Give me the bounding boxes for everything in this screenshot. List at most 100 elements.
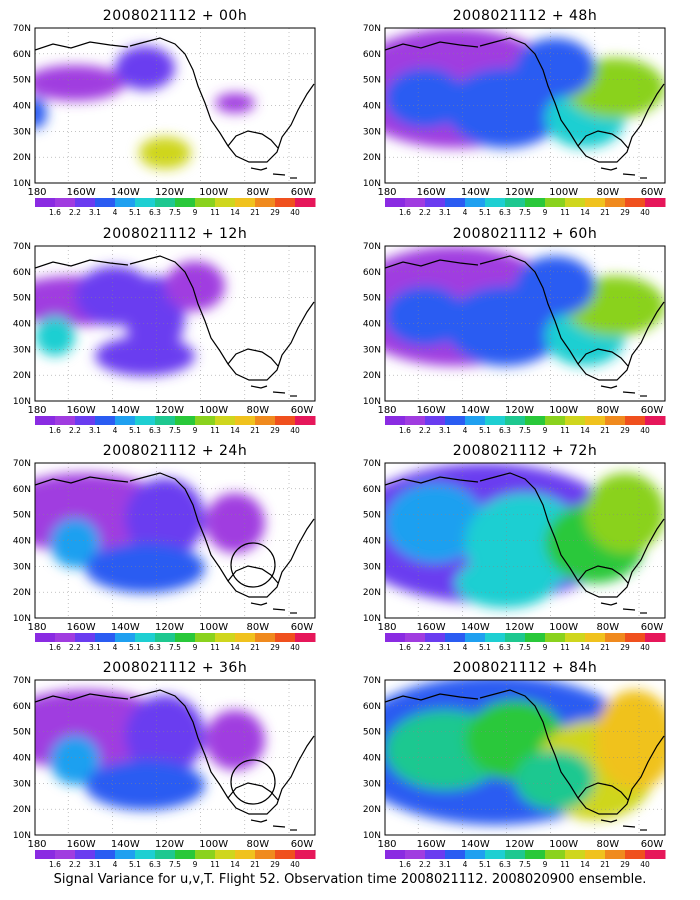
- colorbar-level-label: 11: [560, 208, 570, 217]
- colorbar-swatch: [625, 198, 646, 207]
- colorbar-swatch: [585, 416, 606, 425]
- map-panel-p36: 2008021112 + 36h 70N 60N 50N 40N 30N 20N 10N 180…: [13, 660, 316, 875]
- colorbar-swatch: [215, 198, 236, 207]
- colorbar-level-label: 40: [290, 643, 300, 652]
- lon-tick-label: 140W: [111, 622, 140, 633]
- lon-tick-label: 160W: [67, 622, 96, 633]
- colorbar-swatch: [75, 198, 96, 207]
- colorbar-swatch: [175, 633, 196, 642]
- variance-region: [139, 137, 191, 169]
- variance-region: [35, 97, 47, 129]
- colorbar-level-label: 29: [270, 860, 280, 869]
- colorbar-level-label: 1.6: [399, 426, 411, 435]
- colorbar-swatch: [405, 416, 426, 425]
- colorbar-level-label: 4: [463, 860, 468, 869]
- lon-tick-label: 120W: [155, 187, 184, 198]
- colorbar: 1.6 2.2 3.1 4 5.1 6.3 7.5 9 11 14 21 29 40: [35, 198, 316, 217]
- colorbar-swatch: [465, 198, 486, 207]
- colorbar-level-label: 4: [113, 208, 118, 217]
- colorbar-swatch: [585, 633, 606, 642]
- lat-tick-label: 30N: [13, 345, 31, 355]
- colorbar-level-label: 14: [230, 643, 240, 652]
- observation-circle: [230, 759, 276, 805]
- colorbar-level-label: 2.2: [69, 860, 81, 869]
- variance-region: [595, 690, 665, 790]
- coastline: [385, 472, 665, 614]
- lat-tick-label: 60N: [13, 702, 31, 712]
- lat-tick-label: 30N: [363, 345, 381, 355]
- colorbar-level-label: 21: [600, 208, 610, 217]
- lon-tick-label: 120W: [505, 839, 534, 850]
- colorbar-level-label: 14: [230, 208, 240, 217]
- colorbar-level-label: 29: [620, 643, 630, 652]
- lat-tick-label: 70N: [363, 459, 381, 469]
- colorbar-swatch: [485, 416, 506, 425]
- colorbar-swatch: [255, 416, 276, 425]
- colorbar-swatch: [505, 850, 526, 859]
- colorbar-level-label: 6.3: [149, 426, 161, 435]
- colorbar-swatch: [645, 633, 666, 642]
- colorbar-level-label: 9: [193, 643, 198, 652]
- lon-tick-label: 140W: [461, 622, 490, 633]
- colorbar-level-label: 40: [640, 860, 650, 869]
- colorbar-level-label: 1.6: [49, 643, 61, 652]
- lon-tick-label: 160W: [67, 187, 96, 198]
- colorbar-swatch: [275, 416, 296, 425]
- lon-tick-label: 60W: [291, 839, 314, 850]
- colorbar-swatch: [405, 850, 426, 859]
- lon-tick-label: 80W: [247, 405, 270, 416]
- colorbar-level-label: 11: [210, 208, 220, 217]
- lon-tick-label: 160W: [417, 622, 446, 633]
- colorbar-level-label: 7.5: [169, 208, 181, 217]
- colorbar-swatch: [115, 198, 136, 207]
- lon-tick-label: 180: [377, 622, 396, 633]
- colorbar-swatch: [545, 416, 566, 425]
- colorbar-swatch: [525, 416, 546, 425]
- lat-tick-label: 10N: [13, 614, 31, 624]
- colorbar-swatch: [545, 633, 566, 642]
- colorbar-swatch: [155, 850, 176, 859]
- colorbar-level-label: 5.1: [129, 643, 141, 652]
- lat-tick-label: 60N: [13, 50, 31, 60]
- colorbar-level-label: 21: [600, 643, 610, 652]
- lon-tick-label: 180: [27, 622, 46, 633]
- lat-tick-label: 60N: [363, 485, 381, 495]
- colorbar-swatch: [55, 198, 76, 207]
- colorbar-swatch: [525, 850, 546, 859]
- variance-region: [515, 750, 595, 810]
- variance-region: [125, 695, 205, 775]
- colorbar-level-label: 6.3: [499, 426, 511, 435]
- lat-tick-label: 70N: [13, 24, 31, 34]
- lat-tick-label: 70N: [13, 242, 31, 252]
- lon-tick-label: 60W: [641, 187, 664, 198]
- colorbar-swatch: [605, 198, 626, 207]
- colorbar-swatch: [465, 850, 486, 859]
- lon-tick-label: 100W: [199, 839, 228, 850]
- lat-tick-label: 30N: [13, 562, 31, 572]
- colorbar-level-label: 5.1: [129, 860, 141, 869]
- colorbar-swatch: [645, 198, 666, 207]
- lon-tick-label: 60W: [641, 622, 664, 633]
- colorbar-swatch: [565, 198, 586, 207]
- colorbar-swatch: [35, 633, 56, 642]
- colorbar-swatch: [155, 198, 176, 207]
- colorbar-level-label: 2.2: [69, 643, 81, 652]
- variance-region: [85, 543, 205, 593]
- colorbar-swatch: [445, 633, 466, 642]
- colorbar-swatch: [505, 198, 526, 207]
- panel-title: 2008021112 + 60h: [452, 226, 598, 242]
- lon-tick-label: 160W: [417, 839, 446, 850]
- colorbar-swatch: [565, 633, 586, 642]
- coastline: [385, 255, 665, 397]
- lat-tick-label: 40N: [363, 320, 381, 330]
- colorbar-swatch: [525, 633, 546, 642]
- colorbar-swatch: [585, 198, 606, 207]
- colorbar-level-label: 21: [600, 860, 610, 869]
- colorbar-swatch: [175, 416, 196, 425]
- lon-tick-label: 180: [377, 187, 396, 198]
- figure-caption: Signal Variance for u,v,T. Flight 52. Ob…: [53, 872, 647, 887]
- lon-tick-label: 60W: [291, 187, 314, 198]
